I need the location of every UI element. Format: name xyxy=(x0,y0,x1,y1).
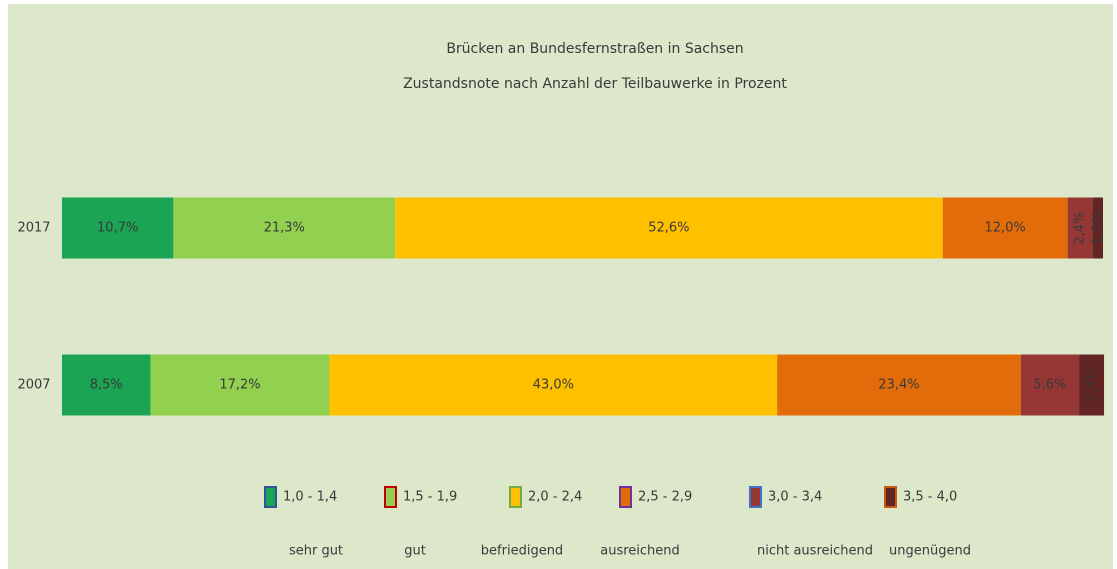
legend-label: 3,0 - 3,4 xyxy=(768,490,822,505)
bar-segment xyxy=(150,354,330,416)
bar-segment xyxy=(329,354,778,416)
legend-swatch xyxy=(264,486,277,508)
data-label: 8,5% xyxy=(90,378,123,393)
data-label: 12,0% xyxy=(984,221,1025,236)
chart-subtitle: Zustandsnote nach Anzahl der Teilbauwerk… xyxy=(403,76,787,92)
chart-background xyxy=(8,4,1113,569)
legend-swatch xyxy=(619,486,632,508)
y-tick-label: 2017 xyxy=(17,221,50,236)
chart-title: Brücken an Bundesfernstraßen in Sachsen xyxy=(446,41,743,57)
bar-segment xyxy=(777,354,1021,416)
legend-swatch xyxy=(509,486,522,508)
legend-rating: nicht ausreichend xyxy=(757,544,873,559)
data-label: 2,4% xyxy=(1084,368,1099,401)
bar-segment xyxy=(1092,197,1103,259)
data-label: 21,3% xyxy=(264,221,305,236)
legend-swatch xyxy=(884,486,897,508)
bar-segment xyxy=(1079,354,1105,416)
legend-rating: ungenügend xyxy=(889,544,971,559)
bar-segment xyxy=(1067,197,1093,259)
legend-rating: befriedigend xyxy=(481,544,563,559)
bar-segment xyxy=(395,197,943,259)
data-label: 2,4% xyxy=(1073,211,1088,244)
data-label: 1,0% xyxy=(1090,211,1105,244)
legend-label: 1,5 - 1,9 xyxy=(403,490,457,505)
legend-label: 3,5 - 4,0 xyxy=(903,490,957,505)
data-label: 52,6% xyxy=(648,221,689,236)
data-label: 5,6% xyxy=(1033,378,1066,393)
legend-rating: gut xyxy=(404,544,426,559)
bar-segment xyxy=(62,354,151,416)
legend-label: 2,0 - 2,4 xyxy=(528,490,582,505)
legend-swatch xyxy=(749,486,762,508)
bar-segment xyxy=(173,197,396,259)
legend-swatch xyxy=(384,486,397,508)
legend-rating: sehr gut xyxy=(289,544,343,559)
data-label: 10,7% xyxy=(97,221,138,236)
legend-label: 2,5 - 2,9 xyxy=(638,490,692,505)
bar-segment xyxy=(1020,354,1080,416)
bar-segment xyxy=(62,197,174,259)
legend-rating: ausreichend xyxy=(600,544,680,559)
data-label: 43,0% xyxy=(533,378,574,393)
y-tick-label: 2007 xyxy=(17,378,50,393)
data-label: 23,4% xyxy=(878,378,919,393)
bar-segment xyxy=(942,197,1068,259)
legend-label: 1,0 - 1,4 xyxy=(283,490,337,505)
data-label: 17,2% xyxy=(219,378,260,393)
